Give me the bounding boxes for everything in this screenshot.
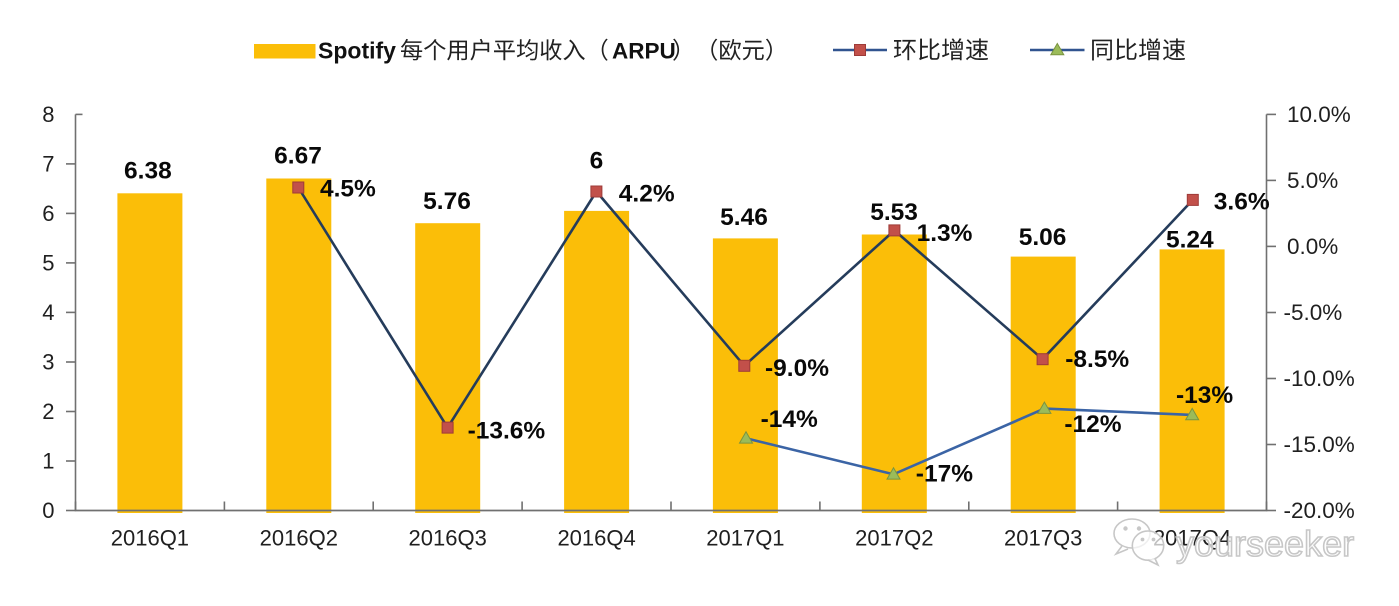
svg-text:2017Q4: 2017Q4 bbox=[1153, 526, 1231, 551]
svg-text:5.0%: 5.0% bbox=[1287, 168, 1338, 193]
svg-text:5.76: 5.76 bbox=[423, 188, 471, 215]
svg-text:2017Q2: 2017Q2 bbox=[855, 526, 933, 551]
svg-text:6: 6 bbox=[42, 201, 54, 226]
svg-text:4: 4 bbox=[42, 300, 54, 325]
svg-text:-10.0%: -10.0% bbox=[1284, 366, 1355, 391]
svg-text:2017Q1: 2017Q1 bbox=[706, 526, 784, 551]
svg-text:2016Q1: 2016Q1 bbox=[111, 526, 189, 551]
svg-text:7: 7 bbox=[42, 151, 54, 176]
svg-text:6.67: 6.67 bbox=[274, 143, 322, 170]
svg-text:-9.0%: -9.0% bbox=[765, 355, 829, 382]
svg-text:Spotify: Spotify bbox=[318, 38, 396, 64]
svg-text:-20.0%: -20.0% bbox=[1284, 498, 1355, 523]
svg-text:ARPU: ARPU bbox=[612, 39, 676, 64]
svg-text:1: 1 bbox=[42, 449, 54, 474]
svg-text:8: 8 bbox=[42, 102, 54, 127]
svg-text:6: 6 bbox=[590, 148, 604, 175]
svg-text:2017Q3: 2017Q3 bbox=[1004, 526, 1082, 551]
svg-text:-5.0%: -5.0% bbox=[1284, 300, 1343, 325]
svg-text:10.0%: 10.0% bbox=[1287, 102, 1351, 127]
svg-text:2016Q2: 2016Q2 bbox=[260, 526, 338, 551]
svg-text:5.24: 5.24 bbox=[1166, 226, 1214, 253]
svg-text:-15.0%: -15.0% bbox=[1284, 432, 1355, 457]
svg-text:yourseeker: yourseeker bbox=[1176, 523, 1354, 564]
svg-text:-8.5%: -8.5% bbox=[1065, 346, 1129, 373]
svg-text:3.6%: 3.6% bbox=[1214, 188, 1270, 215]
svg-text:-13%: -13% bbox=[1176, 382, 1233, 409]
svg-text:5.06: 5.06 bbox=[1019, 224, 1067, 251]
svg-text:0.0%: 0.0% bbox=[1287, 234, 1338, 259]
svg-text:-17%: -17% bbox=[916, 461, 973, 488]
svg-text:6.38: 6.38 bbox=[124, 157, 172, 184]
svg-text:4.5%: 4.5% bbox=[320, 176, 376, 203]
svg-text:5.53: 5.53 bbox=[870, 199, 918, 226]
svg-text:4.2%: 4.2% bbox=[619, 180, 675, 207]
svg-text:-13.6%: -13.6% bbox=[468, 417, 546, 444]
svg-text:3: 3 bbox=[42, 350, 54, 375]
svg-text:2016Q4: 2016Q4 bbox=[557, 526, 635, 551]
svg-text:0: 0 bbox=[42, 498, 54, 523]
svg-text:-12%: -12% bbox=[1064, 411, 1121, 438]
svg-text:2: 2 bbox=[42, 399, 54, 424]
svg-text:1.3%: 1.3% bbox=[917, 220, 973, 247]
svg-text:5: 5 bbox=[42, 250, 54, 275]
svg-text:-14%: -14% bbox=[761, 406, 818, 433]
svg-text:2016Q3: 2016Q3 bbox=[409, 526, 487, 551]
svg-text:5.46: 5.46 bbox=[720, 204, 768, 231]
